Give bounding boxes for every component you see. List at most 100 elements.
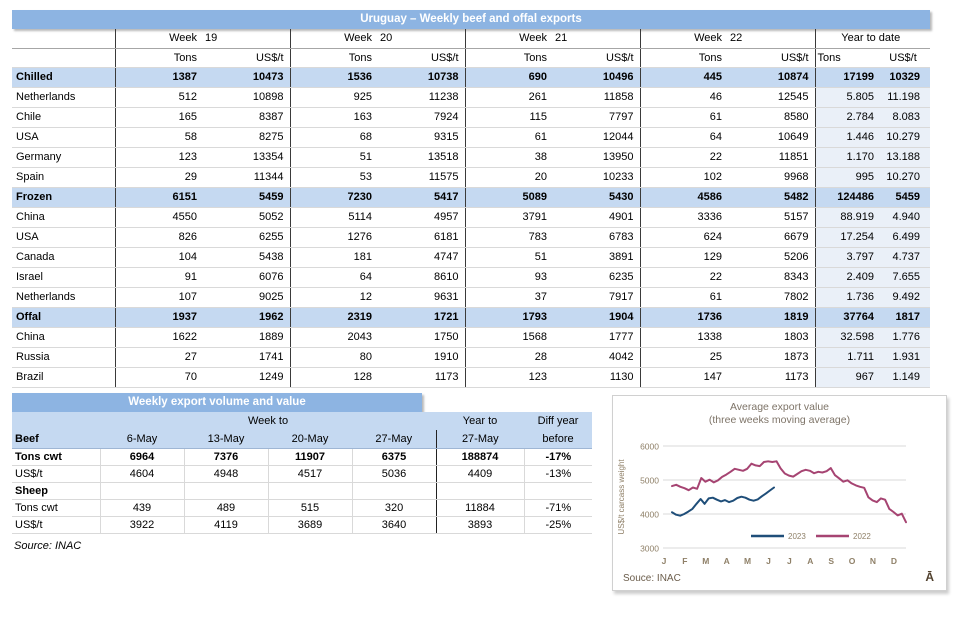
x-tick-label: N xyxy=(870,556,876,566)
week-label: Week xyxy=(464,29,553,49)
y-tick-label: 3000 xyxy=(640,544,659,554)
cell: -17% xyxy=(523,448,593,466)
table-row: China 1622 1889 2043 1750 1568 1777 1338 1803 32.… xyxy=(12,327,931,348)
week-number: 19 xyxy=(203,29,290,49)
table-row: Israel 91 6076 64 8610 93 6235 22 8343 2.409 7.655 xyxy=(12,267,931,288)
cell: 5.805 xyxy=(814,87,880,108)
cell: 104 xyxy=(114,247,203,268)
row-label: Sheep xyxy=(12,482,100,500)
cell: 1803 xyxy=(728,327,815,348)
x-tick-label: J xyxy=(662,556,667,566)
cell: 10898 xyxy=(203,87,290,108)
group-header-row: Week to Year to Diff year xyxy=(12,412,593,430)
chart-subtitle: (three weeks moving average) xyxy=(708,414,851,426)
cell: 10649 xyxy=(728,127,815,148)
cell: 515 xyxy=(267,499,352,517)
row-label: Netherlands xyxy=(12,87,115,108)
cell: 4119 xyxy=(183,516,268,534)
corner-cell xyxy=(12,48,115,68)
cell: 4586 xyxy=(639,187,728,208)
cell: 11851 xyxy=(728,147,815,168)
row-label: China xyxy=(12,207,115,228)
cell: 261 xyxy=(464,87,553,108)
cell: 53 xyxy=(289,167,378,188)
cell: 5052 xyxy=(203,207,290,228)
cell: 124486 xyxy=(814,187,880,208)
cell: 11344 xyxy=(203,167,290,188)
cell: 1721 xyxy=(378,307,465,328)
row-label: Tons cwt xyxy=(12,448,100,466)
row-label: Israel xyxy=(12,267,115,288)
cell: 1736 xyxy=(639,307,728,328)
week-header-row: Week 19 Week 20 Week 21 Week 22 Year to … xyxy=(12,29,931,49)
cell: 32.598 xyxy=(814,327,880,348)
cell: 11.198 xyxy=(880,87,931,108)
table-row: Netherlands 107 9025 12 9631 37 7917 61 7802 1.73… xyxy=(12,287,931,308)
cell: 107 xyxy=(114,287,203,308)
cell: 61 xyxy=(639,287,728,308)
cell: 4042 xyxy=(553,347,640,368)
cell: 9968 xyxy=(728,167,815,188)
cell: 489 xyxy=(183,499,268,517)
row-label: Spain xyxy=(12,167,115,188)
year-to-header: Year to xyxy=(436,412,525,430)
cell: 4409 xyxy=(435,465,525,483)
table-row: US$/t 4604 4948 4517 5036 4409 -13% xyxy=(12,465,593,483)
section-row: Sheep xyxy=(12,482,593,500)
x-tick-label: J xyxy=(766,556,771,566)
week-label: Week xyxy=(639,29,728,49)
cell: 8343 xyxy=(728,267,815,288)
cell: 7924 xyxy=(378,107,465,128)
cell: 13950 xyxy=(553,147,640,168)
x-tick-label: O xyxy=(849,556,856,566)
cell: 10.279 xyxy=(880,127,931,148)
cell: 46 xyxy=(639,87,728,108)
cell: 1889 xyxy=(203,327,290,348)
table-row: Netherlands 512 10898 925 11238 261 11858 46 125… xyxy=(12,87,931,108)
bottom-table-title: Weekly export volume and value xyxy=(12,393,422,412)
cell: 64 xyxy=(289,267,378,288)
cell: 7797 xyxy=(553,107,640,128)
chart: Average export value (three weeks moving… xyxy=(612,395,947,591)
cell: 1536 xyxy=(289,67,378,88)
cell: 3689 xyxy=(267,516,352,534)
cell: 6255 xyxy=(203,227,290,248)
cell: 4901 xyxy=(553,207,640,228)
cell: 1173 xyxy=(728,367,815,388)
cell: 25 xyxy=(639,347,728,368)
chart-plot: 3000 4000 5000 6000 US$/t carcass weight J F M A… xyxy=(617,442,907,566)
table-row: Canada 104 5438 181 4747 51 3891 129 5206 3.797 4.… xyxy=(12,247,931,268)
table-row: USA 826 6255 1276 6181 783 6783 624 6679 17.254 6.… xyxy=(12,227,931,248)
cell: 70 xyxy=(114,367,203,388)
date-header-row: Beef 6-May 13-May 20-May 27-May 27-May b… xyxy=(12,430,593,449)
cell: 1937 xyxy=(114,307,203,328)
cell: 22 xyxy=(639,147,728,168)
cell: 8.083 xyxy=(880,107,931,128)
cell: 5482 xyxy=(728,187,815,208)
cell: 8580 xyxy=(728,107,815,128)
cell: 624 xyxy=(639,227,728,248)
cell: 188874 xyxy=(435,448,525,466)
x-tick-label: F xyxy=(682,556,687,566)
table-row: Russia 27 1741 80 1910 28 4042 25 1873 1.711 1.931 xyxy=(12,347,931,368)
cell: 1.711 xyxy=(814,347,880,368)
cell: 64 xyxy=(639,127,728,148)
cell xyxy=(351,482,437,500)
usd-header: US$/t xyxy=(728,48,815,68)
diff-year-header: Diff year xyxy=(524,412,593,430)
cell: 13518 xyxy=(378,147,465,168)
cell: 783 xyxy=(464,227,553,248)
cell: 10738 xyxy=(378,67,465,88)
cell: 1750 xyxy=(378,327,465,348)
cell: 165 xyxy=(114,107,203,128)
cell: 4948 xyxy=(183,465,268,483)
week-number: 20 xyxy=(378,29,465,49)
cell xyxy=(523,482,593,500)
week-number: 22 xyxy=(728,29,815,49)
series-2022-line xyxy=(671,460,907,524)
table-row: China 4550 5052 5114 4957 3791 4901 3336 5157 88.… xyxy=(12,207,931,228)
cell: 1904 xyxy=(553,307,640,328)
cell: 9.492 xyxy=(880,287,931,308)
cell: 6076 xyxy=(203,267,290,288)
date-header: 27-May xyxy=(435,430,525,449)
